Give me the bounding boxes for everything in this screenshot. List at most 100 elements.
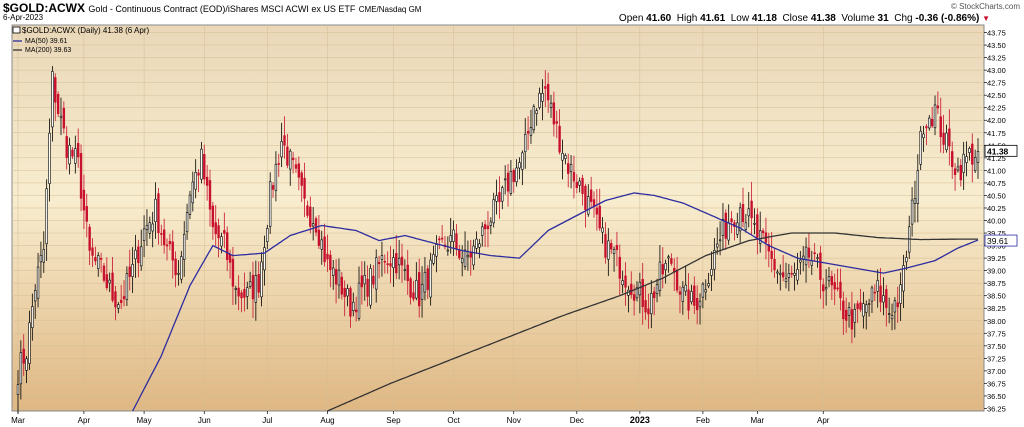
y-tick-label: 39.25 [987, 254, 1006, 263]
legend-ma200: MA(200) 39.63 [25, 47, 71, 54]
candle-body [36, 266, 40, 299]
candle-body [16, 384, 20, 396]
candle-body [870, 287, 874, 302]
candle-body [300, 172, 303, 186]
candle-body [56, 94, 60, 114]
candle-body [463, 249, 467, 267]
high-value: 41.61 [700, 13, 726, 24]
x-tick-label: Mar [11, 416, 25, 425]
candle-body [793, 272, 796, 276]
candle-body [257, 274, 260, 293]
y-tick-label: 36.25 [987, 404, 1006, 413]
candle-body [612, 249, 616, 254]
candle-body [744, 222, 748, 230]
candle-body [850, 309, 854, 330]
candle-body [824, 287, 828, 290]
candle-body [297, 163, 301, 178]
candle-body [664, 263, 667, 271]
candle-body [804, 246, 808, 266]
y-tick-label: 38.75 [987, 279, 1006, 288]
candle-body [632, 294, 636, 301]
candle-body [418, 272, 421, 307]
candle-body [263, 247, 266, 271]
y-tick-label: 37.25 [987, 354, 1006, 363]
candle-body [538, 92, 541, 108]
candle-body [28, 322, 31, 364]
y-tick-label: 37.00 [987, 367, 1006, 376]
candle-body [736, 222, 739, 235]
candle-body [68, 144, 71, 165]
ma50-last-value: 39.61 [987, 236, 1009, 246]
candle-body [655, 284, 659, 295]
candle-body [481, 226, 484, 236]
candle-body [217, 225, 220, 239]
candle-body [945, 132, 948, 151]
candle-body [822, 284, 825, 292]
candle-body [759, 230, 762, 244]
candle-body [377, 261, 381, 265]
candle-body [223, 230, 226, 234]
candle-body [681, 286, 685, 302]
y-tick-label: 43.75 [987, 29, 1006, 38]
candle-body [314, 218, 318, 233]
description: Gold - Continuous Contract (EOD)/iShares… [88, 4, 356, 14]
candle-body [630, 283, 633, 295]
candle-body [65, 136, 68, 158]
candle-body [561, 153, 564, 161]
candle-body [140, 246, 143, 267]
candle-body [228, 254, 232, 263]
candle-body [277, 163, 280, 165]
candle-body [59, 115, 63, 119]
y-tick-label: 40.75 [987, 179, 1006, 188]
candle-body [423, 272, 427, 293]
candle-body [435, 244, 438, 257]
candle-body [31, 306, 34, 328]
candle-body [62, 107, 66, 129]
candle-body [767, 244, 770, 252]
candle-body [916, 170, 920, 204]
candle-body [211, 205, 215, 228]
candle-body [509, 171, 513, 194]
candle-body [604, 234, 607, 258]
candle-body [770, 250, 773, 259]
candle-body [134, 249, 137, 260]
candle-body [761, 230, 765, 234]
candle-body [251, 274, 255, 300]
y-tick-label: 37.75 [987, 329, 1006, 338]
candle-body [506, 172, 510, 192]
candle-body [286, 146, 289, 166]
candle-body [426, 268, 429, 290]
candle-body [721, 219, 725, 236]
candle-body [572, 172, 576, 182]
candle-body [589, 189, 593, 202]
chg-label: Chg [894, 13, 913, 24]
ma50-line [132, 192, 979, 412]
candle-body [658, 261, 662, 291]
candle-body [839, 281, 842, 299]
plot-background [11, 24, 985, 412]
candle-body [383, 260, 386, 263]
candle-body [137, 246, 140, 264]
x-tick-label: 2023 [630, 415, 650, 425]
close-value: 41.38 [810, 13, 836, 24]
candle-body [701, 283, 705, 298]
volume-label: Volume [841, 13, 875, 24]
candle-body [830, 276, 834, 286]
candles [16, 66, 980, 414]
candle-body [942, 132, 945, 145]
candle-body [372, 275, 375, 285]
candle-body [773, 259, 776, 271]
x-tick-label: Apr [817, 416, 830, 425]
candle-body [587, 196, 590, 215]
candle-body [919, 130, 922, 165]
candle-body [205, 176, 209, 186]
ma50-tag: 39.61 [984, 234, 1018, 247]
candle-body [615, 245, 619, 250]
candle-body [564, 155, 567, 159]
candle-body [936, 105, 940, 109]
candle-body [515, 167, 518, 183]
candle-body [670, 258, 673, 264]
candle-body [254, 275, 258, 303]
x-tick-label: Jun [198, 416, 211, 425]
low-label: Low [730, 13, 750, 24]
